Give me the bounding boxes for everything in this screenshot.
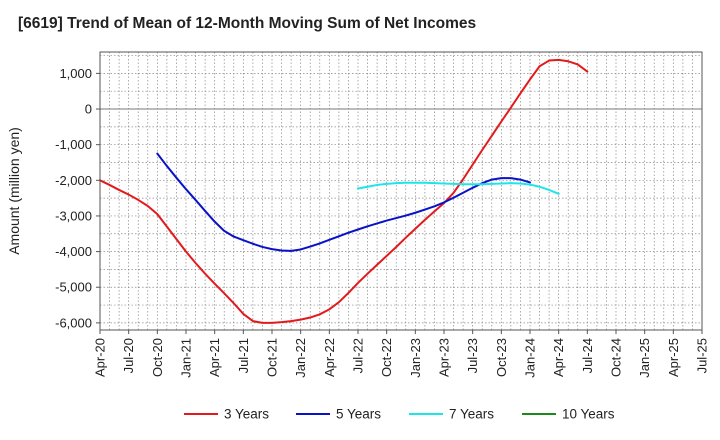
legend-label-3-years: 3 Years xyxy=(224,407,269,422)
y-tick-labels: 1,000 0 -1,000 -2,000 -3,000 -4,000 -5,000 -6,0… xyxy=(55,66,100,330)
y-tick-label: -5,000 xyxy=(55,280,92,295)
y-tick-label: 0 xyxy=(85,102,92,117)
x-tick-label: Oct-23 xyxy=(494,338,509,377)
x-tick-label: Oct-22 xyxy=(379,338,394,377)
x-tick-label: Jul-25 xyxy=(695,338,710,373)
x-tick-label: Jan-21 xyxy=(179,338,194,378)
y-tick-label: -1,000 xyxy=(55,137,92,152)
y-tick-label: 1,000 xyxy=(59,66,92,81)
x-tick-label: Apr-20 xyxy=(93,338,108,377)
legend-label-10-years: 10 Years xyxy=(562,407,615,422)
series-line-7-years xyxy=(357,181,560,195)
chart-title: [6619] Trend of Mean of 12-Month Moving … xyxy=(18,15,477,32)
x-tick-label: Apr-22 xyxy=(322,338,337,377)
series-lines xyxy=(99,58,589,324)
x-tick-label: Jan-22 xyxy=(293,338,308,378)
x-tick-label: Jul-20 xyxy=(121,338,136,373)
y-axis-title: Amount (million yen) xyxy=(6,127,22,255)
y-tick-label: -6,000 xyxy=(55,315,92,330)
x-tick-label: Apr-24 xyxy=(551,338,566,377)
y-tick-label: -3,000 xyxy=(55,208,92,223)
x-tick-label: Jan-24 xyxy=(523,338,538,378)
x-tick-label: Jan-25 xyxy=(637,338,652,378)
series-line-3-years xyxy=(99,58,589,324)
grid-lines xyxy=(100,52,702,330)
y-tick-label: -4,000 xyxy=(55,244,92,259)
plot-area-background xyxy=(100,52,702,330)
x-tick-label: Jan-23 xyxy=(408,338,423,378)
x-tick-label: Oct-20 xyxy=(150,338,165,377)
plot-area-border xyxy=(99,51,703,331)
x-tick-labels: Apr-20 Jul-20 Oct-20 Jan-21 Apr-21 Jul-21 Oct-… xyxy=(93,330,710,378)
x-tick-label: Jul-21 xyxy=(236,338,251,373)
x-tick-label: Apr-25 xyxy=(666,338,681,377)
legend-label-5-years: 5 Years xyxy=(336,407,381,422)
y-tick-label: -2,000 xyxy=(55,173,92,188)
x-tick-label: Oct-24 xyxy=(609,338,624,377)
legend-label-7-years: 7 Years xyxy=(449,407,494,422)
x-tick-label: Jul-22 xyxy=(351,338,366,373)
legend: 3 Years 5 Years 7 Years 10 Years xyxy=(184,407,615,422)
x-tick-label: Jul-24 xyxy=(580,338,595,373)
x-tick-label: Oct-21 xyxy=(265,338,280,377)
x-tick-label: Apr-21 xyxy=(207,338,222,377)
x-tick-label: Apr-23 xyxy=(437,338,452,377)
x-tick-label: Jul-23 xyxy=(465,338,480,373)
series-line-5-years xyxy=(156,152,531,252)
